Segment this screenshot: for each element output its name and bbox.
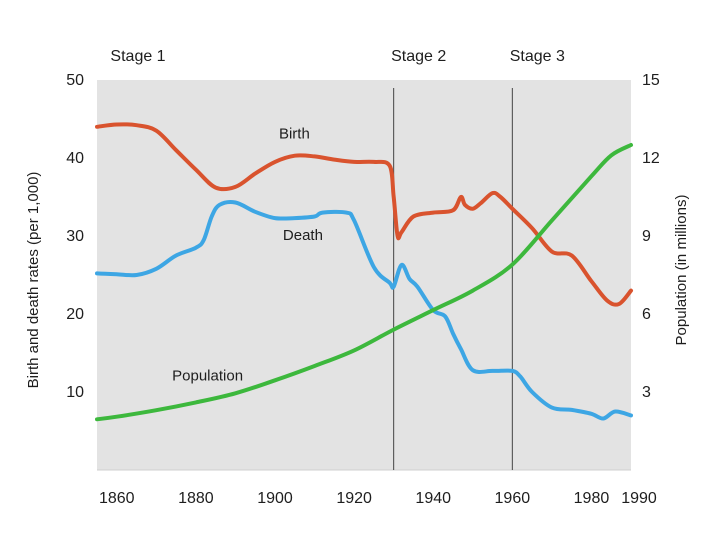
- stage-label-2: Stage 2: [391, 48, 446, 65]
- x-tick-label: 1980: [574, 490, 610, 507]
- y-right-tick-label: 6: [642, 306, 651, 323]
- y-right-tick-label: 9: [642, 228, 651, 245]
- y-axis-left-label: Birth and death rates (per 1,000): [25, 172, 42, 389]
- y-left-tick-label: 50: [66, 72, 84, 89]
- y-left-tick-label: 10: [66, 384, 84, 401]
- death-series-line: [95, 200, 633, 421]
- y-right-tick-label: 12: [642, 150, 660, 167]
- x-tick-label: 1920: [336, 490, 372, 507]
- stage-label-3: Stage 3: [510, 48, 565, 65]
- birth-series-label: Birth: [279, 126, 310, 143]
- plot-background: [97, 80, 631, 470]
- stage-label-1: Stage 1: [110, 48, 165, 65]
- y-right-tick-label: 15: [642, 72, 660, 89]
- x-tick-label: 1960: [495, 490, 531, 507]
- x-tick-label: 1900: [257, 490, 293, 507]
- death-series-label: Death: [283, 227, 323, 244]
- x-tick-label: 1860: [99, 490, 135, 507]
- y-axis-right-label: Population (in millions): [673, 195, 690, 346]
- x-tick-label: 1940: [415, 490, 451, 507]
- y-left-tick-label: 20: [66, 306, 84, 323]
- population-series-label: Population: [172, 367, 243, 384]
- x-tick-label: 1990: [621, 490, 657, 507]
- y-right-tick-label: 3: [642, 384, 651, 401]
- x-tick-label: 1880: [178, 490, 214, 507]
- y-left-tick-label: 40: [66, 150, 84, 167]
- population-series-line: [95, 143, 633, 422]
- birth-series-line: [95, 122, 633, 307]
- y-left-tick-label: 30: [66, 228, 84, 245]
